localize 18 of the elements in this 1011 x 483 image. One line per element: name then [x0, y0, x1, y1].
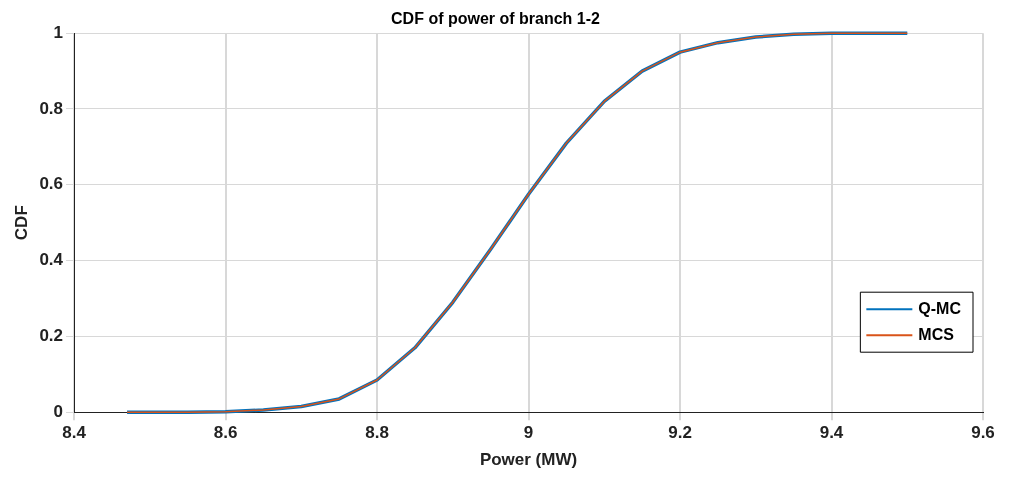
x-axis-title: Power (MW) [479, 450, 578, 470]
legend-label: MCS [918, 325, 955, 343]
y-axis-title: CDF [11, 205, 31, 241]
x-tick-label: 9.4 [819, 423, 844, 443]
x-tick-label: 9.2 [668, 423, 692, 443]
y-tick-label: 0.4 [39, 250, 64, 270]
y-tick-label: 0.2 [39, 326, 64, 346]
y-tick-label: 0.8 [39, 98, 64, 118]
x-tick-label: 8.8 [365, 423, 389, 443]
x-tick-label: 8.6 [213, 423, 238, 443]
legend-label: Q-MC [918, 299, 962, 317]
x-tick-label: 8.4 [62, 423, 87, 443]
y-tick-label: 0 [53, 401, 64, 421]
y-tick-label: 0.6 [39, 174, 64, 194]
x-tick-label: 9 [523, 423, 534, 443]
chart-title: CDF of power of branch 1-2 [391, 10, 601, 28]
y-tick-label: 1 [53, 22, 64, 42]
x-tick-label: 9.6 [971, 423, 995, 443]
